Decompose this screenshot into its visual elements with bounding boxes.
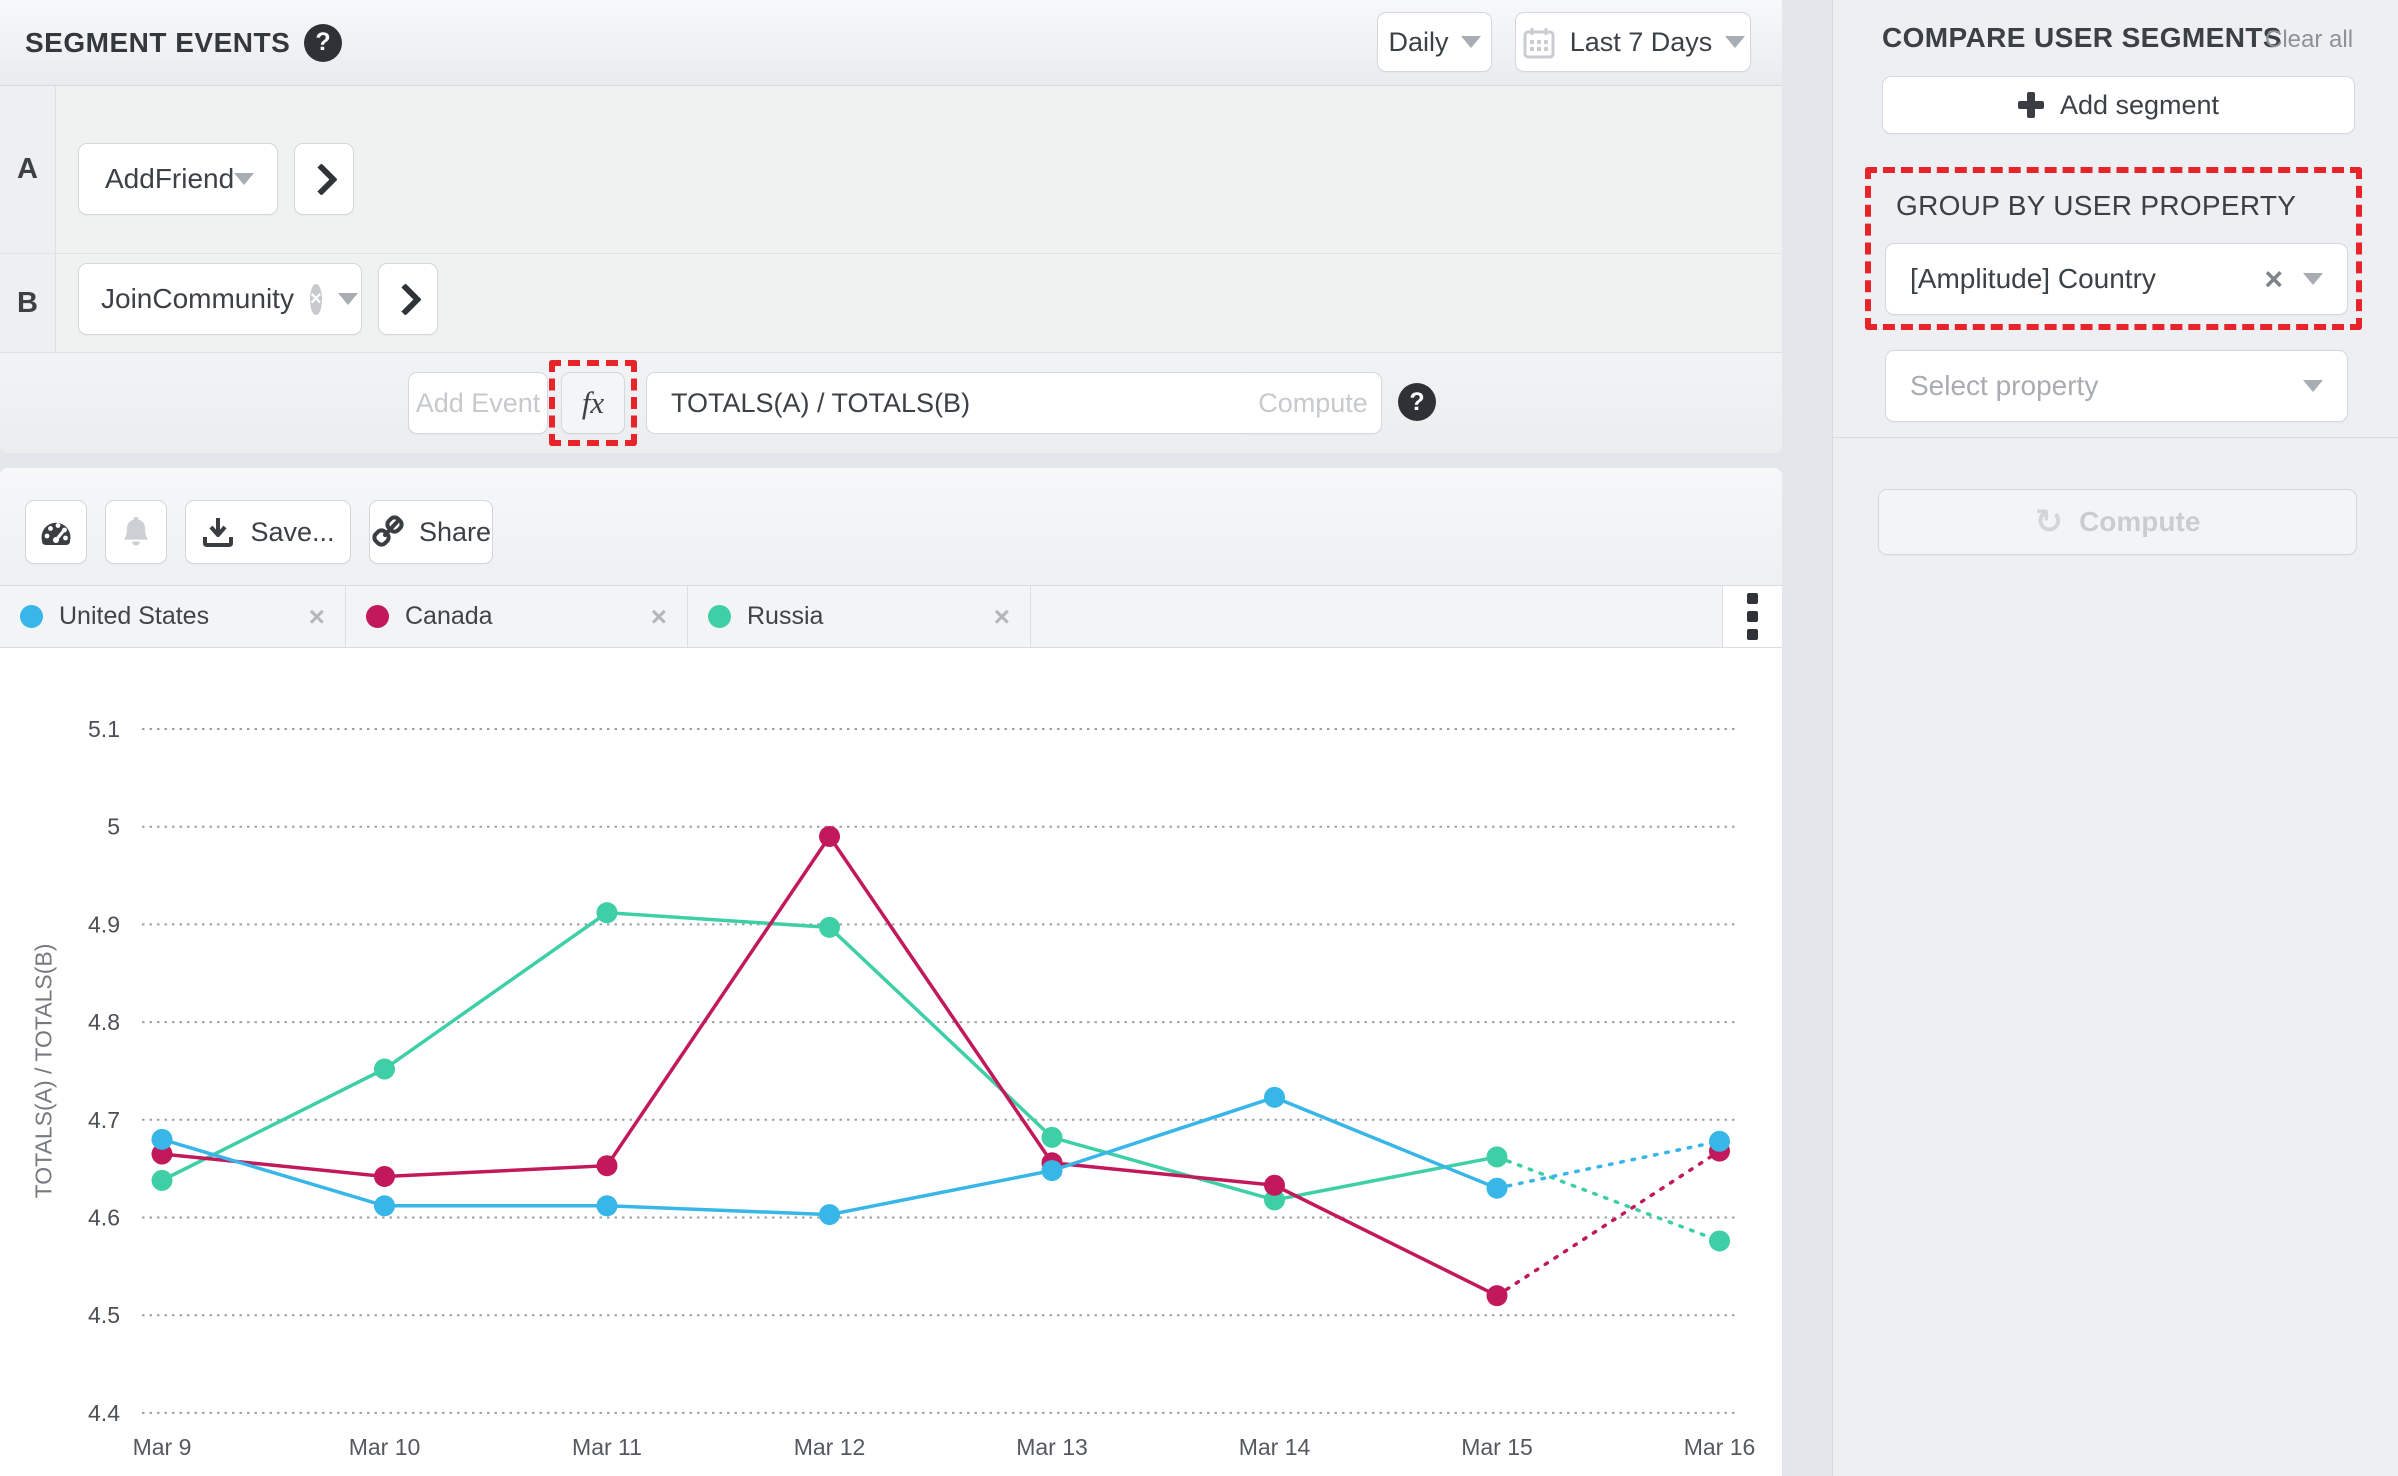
svg-text:4.5: 4.5 xyxy=(88,1302,120,1328)
chevron-right-icon xyxy=(304,162,338,196)
chevron-down-icon xyxy=(234,173,255,185)
event-row-b: B xyxy=(0,254,1782,352)
series-color-dot xyxy=(20,605,43,628)
remove-series-icon[interactable]: × xyxy=(308,600,325,632)
legend-item-russia[interactable]: Russia × xyxy=(688,586,1031,647)
svg-text:Mar 9: Mar 9 xyxy=(133,1434,192,1460)
remove-series-icon[interactable]: × xyxy=(993,600,1010,632)
save-button-label: Save... xyxy=(250,516,335,547)
sidebar-compute-label: Compute xyxy=(2079,506,2201,537)
remove-series-icon[interactable]: × xyxy=(650,600,667,632)
granularity-dropdown[interactable]: Daily xyxy=(1377,12,1492,72)
share-button[interactable]: Share xyxy=(369,500,493,564)
bell-icon xyxy=(123,517,149,546)
legend-item-united-states[interactable]: United States × xyxy=(0,586,346,647)
select-property-placeholder: Select property xyxy=(1910,370,2099,401)
svg-text:Mar 13: Mar 13 xyxy=(1016,1434,1088,1460)
svg-text:Mar 11: Mar 11 xyxy=(572,1434,642,1460)
save-button[interactable]: Save... xyxy=(185,500,351,564)
page-title: SEGMENT EVENTS ? xyxy=(25,0,343,85)
kebab-menu-icon xyxy=(1747,593,1758,640)
chevron-down-icon xyxy=(1460,36,1481,48)
date-range-dropdown[interactable]: Last 7 Days xyxy=(1515,12,1751,72)
event-b-value: JoinCommunity xyxy=(101,283,294,314)
svg-text:4.9: 4.9 xyxy=(88,911,120,937)
link-icon xyxy=(372,515,404,547)
series-color-dot xyxy=(366,605,389,628)
svg-text:5: 5 xyxy=(107,814,120,840)
event-row-a-label: A xyxy=(0,86,56,253)
add-event-button[interactable]: Add Event xyxy=(408,372,548,434)
event-a-expand-button[interactable] xyxy=(294,143,354,215)
chevron-down-icon xyxy=(2303,273,2323,285)
group-by-property-value: [Amplitude] Country xyxy=(1910,263,2156,294)
chevron-down-icon xyxy=(2303,380,2323,392)
chevron-down-icon xyxy=(1725,36,1746,48)
granularity-value: Daily xyxy=(1388,26,1449,57)
chart-legend: United States × Canada × Russia × xyxy=(0,585,1782,648)
sidebar-divider xyxy=(1832,437,2398,438)
legend-label: United States xyxy=(59,602,210,630)
svg-text:5.1: 5.1 xyxy=(88,716,120,742)
legend-item-canada[interactable]: Canada × xyxy=(346,586,688,647)
event-a-value: AddFriend xyxy=(105,163,235,194)
svg-text:Mar 10: Mar 10 xyxy=(349,1434,421,1460)
chevron-down-icon xyxy=(337,293,358,305)
sidebar-compute-button[interactable]: ↻ Compute xyxy=(1878,489,2357,555)
date-range-value: Last 7 Days xyxy=(1569,26,1713,57)
formula-input[interactable]: TOTALS(A) / TOTALS(B) xyxy=(646,372,1246,434)
calendar-icon xyxy=(1523,28,1555,59)
refresh-icon: ↻ xyxy=(2034,502,2064,542)
group-by-annotation-highlight xyxy=(1865,167,2362,330)
event-row-a: A xyxy=(0,86,1782,254)
fx-annotation-highlight xyxy=(549,360,637,446)
svg-text:4.7: 4.7 xyxy=(88,1107,120,1133)
event-row-b-label: B xyxy=(0,254,56,352)
svg-text:4.6: 4.6 xyxy=(88,1205,120,1231)
segmentation-line-chart[interactable]: 5.1 5 4.9 4.8 4.7 4.6 4.5 4.4 Mar 9 Mar 10 Mar 11 M… xyxy=(0,648,1782,1476)
plus-icon xyxy=(2017,92,2044,118)
group-by-section-label: GROUP BY USER PROPERTY xyxy=(1896,190,2297,221)
svg-text:4.4: 4.4 xyxy=(88,1400,120,1426)
event-a-dropdown[interactable]: AddFriend xyxy=(78,143,278,215)
sidebar-title: COMPARE USER SEGMENTS xyxy=(1882,22,2282,53)
remove-event-icon[interactable]: × xyxy=(309,283,322,315)
clear-all-link[interactable]: Clear all xyxy=(2265,26,2354,53)
svg-text:Mar 16: Mar 16 xyxy=(1684,1434,1756,1460)
formula-compute-button[interactable]: Compute xyxy=(1245,372,1382,434)
event-b-dropdown[interactable]: JoinCommunity × xyxy=(78,263,362,335)
module-title-text: SEGMENT EVENTS xyxy=(25,26,291,58)
share-button-label: Share xyxy=(418,516,492,547)
svg-text:4.8: 4.8 xyxy=(88,1009,120,1035)
event-b-expand-button[interactable] xyxy=(378,263,438,335)
group-by-property-dropdown[interactable]: [Amplitude] Country × xyxy=(1885,243,2348,315)
svg-text:Mar 15: Mar 15 xyxy=(1461,1434,1533,1460)
legend-label: Russia xyxy=(747,602,824,630)
legend-label: Canada xyxy=(405,602,493,630)
add-to-dashboard-button[interactable] xyxy=(25,500,87,564)
chevron-right-icon xyxy=(388,282,422,316)
fx-formula-button[interactable]: fx xyxy=(561,372,625,434)
help-icon[interactable]: ? xyxy=(304,23,343,62)
add-segment-button[interactable]: Add segment xyxy=(1882,76,2355,134)
add-segment-label: Add segment xyxy=(2059,89,2220,120)
segment-events-panel: SEGMENT EVENTS ? Daily Last 7 Days A Add… xyxy=(0,0,1782,453)
formula-help-icon[interactable]: ? xyxy=(1398,383,1436,421)
svg-text:Mar 14: Mar 14 xyxy=(1239,1434,1311,1460)
legend-spacer xyxy=(1031,586,1723,647)
chart-options-menu-button[interactable] xyxy=(1723,586,1782,647)
clear-property-icon[interactable]: × xyxy=(2264,261,2283,297)
series-color-dot xyxy=(708,605,731,628)
dashboard-gauge-icon xyxy=(41,522,71,545)
alert-button[interactable] xyxy=(105,500,167,564)
download-icon xyxy=(203,518,234,547)
svg-text:Mar 12: Mar 12 xyxy=(794,1434,866,1460)
select-property-dropdown[interactable]: Select property xyxy=(1885,350,2348,422)
